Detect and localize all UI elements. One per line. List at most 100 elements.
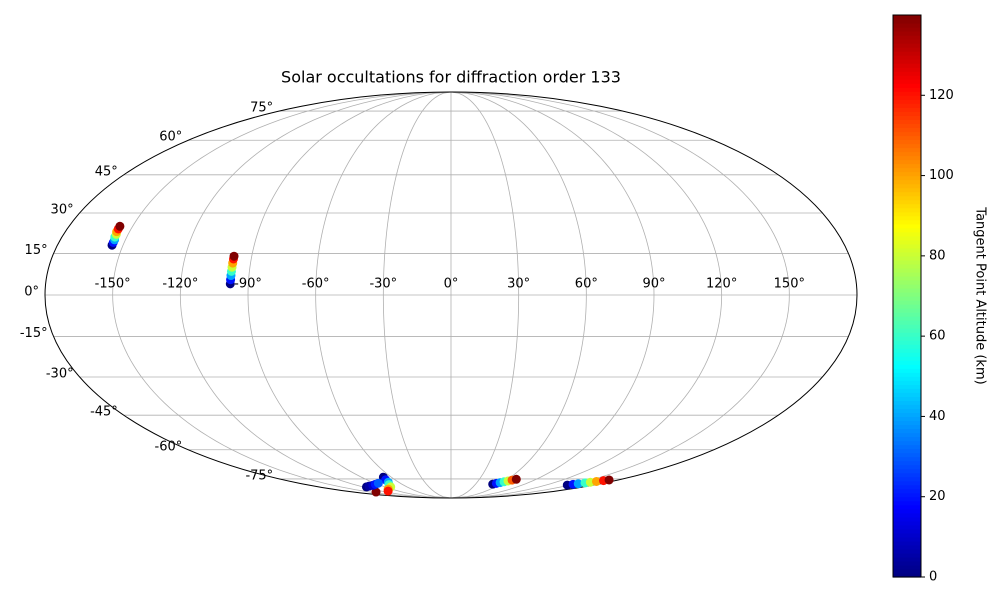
colorbar-segment bbox=[893, 107, 921, 112]
colorbar-segment bbox=[893, 320, 921, 325]
x-tick-label: 90° bbox=[642, 277, 665, 292]
colorbar-segment bbox=[893, 147, 921, 153]
colorbar-segment bbox=[893, 560, 921, 566]
colorbar-segment bbox=[893, 139, 921, 145]
colorbar-segment bbox=[893, 19, 921, 24]
y-tick-label: -15° bbox=[20, 326, 48, 341]
colorbar-segment bbox=[893, 360, 921, 365]
x-tick-label: -60° bbox=[302, 277, 330, 292]
grid-line bbox=[112, 91, 452, 499]
colorbar-segment bbox=[893, 187, 921, 193]
colorbar-segment bbox=[893, 131, 921, 137]
colorbar-segment bbox=[893, 123, 921, 128]
colorbar-segment bbox=[893, 564, 921, 570]
y-tick-label: 30° bbox=[51, 202, 74, 217]
colorbar: 0 20 40 60 80 100 120 bbox=[892, 14, 954, 585]
colorbar-segment bbox=[893, 540, 921, 546]
grid-line bbox=[450, 91, 587, 499]
colorbar-segment bbox=[893, 251, 921, 257]
x-tick-label: -120° bbox=[162, 277, 198, 292]
colorbar-segment bbox=[893, 167, 921, 173]
x-tick-label: 0° bbox=[444, 277, 459, 292]
colorbar-segment bbox=[893, 115, 921, 120]
colorbar-segment bbox=[893, 179, 921, 185]
colorbar-segment bbox=[893, 384, 921, 389]
colorbar-segment bbox=[893, 572, 921, 578]
colorbar-segment bbox=[893, 51, 921, 56]
colorbar-segment bbox=[893, 199, 921, 205]
colorbar-segment bbox=[893, 239, 921, 245]
colorbar-segment bbox=[893, 568, 921, 574]
colorbar-segment bbox=[893, 300, 921, 305]
colorbar-segment bbox=[893, 111, 921, 116]
data-point bbox=[573, 479, 583, 489]
colorbar-segment bbox=[893, 127, 921, 133]
colorbar-segment bbox=[893, 432, 921, 438]
colorbar-segment bbox=[893, 340, 921, 345]
colorbar-segment bbox=[893, 372, 921, 377]
colorbar-segment bbox=[893, 424, 921, 430]
colorbar-segment bbox=[893, 328, 921, 333]
data-point bbox=[115, 221, 125, 231]
colorbar-segment bbox=[893, 296, 921, 301]
colorbar-segment bbox=[893, 444, 921, 450]
colorbar-segment bbox=[893, 380, 921, 385]
y-tick-label: -60° bbox=[155, 439, 183, 454]
colorbar-segment bbox=[893, 392, 921, 397]
y-tick-label: 45° bbox=[95, 164, 118, 179]
colorbar-segment bbox=[893, 135, 921, 141]
colorbar-segment bbox=[893, 211, 921, 217]
colorbar-segment bbox=[893, 544, 921, 550]
colorbar-segment bbox=[893, 283, 921, 289]
chart-title: Solar occultations for diffraction order… bbox=[281, 68, 621, 87]
colorbar-segment bbox=[893, 308, 921, 313]
colorbar-segment bbox=[893, 287, 921, 293]
colorbar-segment bbox=[893, 492, 921, 498]
colorbar-segment bbox=[893, 524, 921, 530]
map: -75° -60° -45° -30° -15° 0° 15° 30° 45° 60° 75° -15… bbox=[20, 91, 858, 499]
colorbar-segment bbox=[893, 368, 921, 373]
colorbar-label: Tangent Point Altitude (km) bbox=[973, 206, 988, 384]
colorbar-segment bbox=[893, 532, 921, 538]
colorbar-segment bbox=[893, 512, 921, 518]
colorbar-segment bbox=[893, 420, 921, 426]
colorbar-segment bbox=[893, 75, 921, 80]
y-tick-label: -45° bbox=[90, 405, 118, 420]
colorbar-segment bbox=[893, 408, 921, 414]
colorbar-segment bbox=[893, 159, 921, 165]
colorbar-segment bbox=[893, 356, 921, 361]
colorbar-segment bbox=[893, 267, 921, 273]
colorbar-segment bbox=[893, 227, 921, 233]
grid-line bbox=[450, 91, 520, 499]
colorbar-segment bbox=[893, 552, 921, 558]
colorbar-segment bbox=[893, 63, 921, 68]
colorbar-segment bbox=[893, 247, 921, 253]
y-tick-label: 75° bbox=[250, 101, 273, 116]
colorbar-tick-label: 120 bbox=[929, 88, 954, 103]
grid-line bbox=[315, 91, 452, 499]
x-tick-label: -30° bbox=[369, 277, 397, 292]
colorbar-segment bbox=[893, 396, 921, 401]
x-tick-label: -90° bbox=[234, 277, 262, 292]
colorbar-segment bbox=[893, 235, 921, 241]
colorbar-segment bbox=[893, 412, 921, 418]
colorbar-segment bbox=[893, 504, 921, 510]
colorbar-segment bbox=[893, 207, 921, 213]
colorbar-segment bbox=[893, 55, 921, 60]
colorbar-segment bbox=[893, 348, 921, 353]
colorbar-segment bbox=[893, 263, 921, 269]
colorbar-segment bbox=[893, 440, 921, 446]
colorbar-segment bbox=[893, 175, 921, 181]
colorbar-segment bbox=[893, 460, 921, 466]
colorbar-segment bbox=[893, 23, 921, 28]
colorbar-segment bbox=[893, 27, 921, 32]
colorbar-segment bbox=[893, 259, 921, 265]
colorbar-segment bbox=[893, 219, 921, 225]
colorbar-tick-label: 40 bbox=[929, 409, 946, 424]
data-point bbox=[511, 474, 521, 484]
colorbar-segment bbox=[893, 476, 921, 482]
colorbar-segment bbox=[893, 31, 921, 36]
colorbar-segment bbox=[893, 275, 921, 281]
colorbar-frame bbox=[892, 14, 922, 578]
